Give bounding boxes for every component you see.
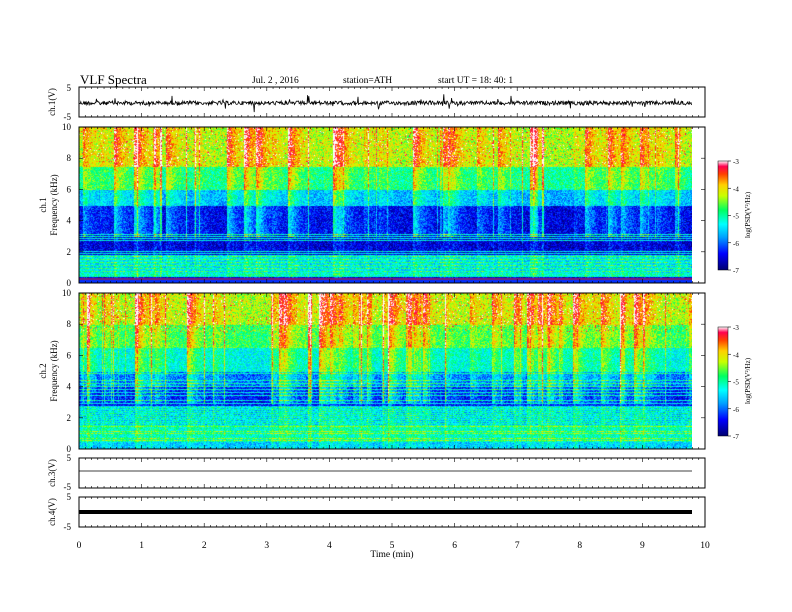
x-axis: 0 1 2 3 4 5 6 7 8 9 10 — [77, 87, 710, 551]
start-time-label: start UT = 18: 40: 1 — [438, 76, 513, 86]
ch1-colorbar — [717, 160, 729, 271]
colorbar-tick-label: -3 — [733, 324, 739, 332]
ch1-trace-line — [78, 94, 692, 113]
x-tick-label: 10 — [700, 541, 710, 551]
station-label: station=ATH — [343, 76, 392, 86]
ch1-colorbar-label: log(PSD(V²/Hz) — [744, 191, 752, 238]
colorbar-tick-label: -5 — [733, 379, 739, 387]
ch1-ylabel: ch.1(V) — [47, 88, 57, 116]
ch1-spectrogram-ylabel: Frequency (kHz) — [49, 174, 59, 235]
ch1-spectrogram-heatmap — [79, 127, 692, 283]
ch4-ylabel: ch.4(V) — [47, 498, 57, 526]
x-tick-label: 0 — [77, 541, 82, 551]
ch2-spectrogram-channel-label: ch.2 — [38, 363, 48, 378]
ch1-ytick-top: 5 — [67, 83, 72, 93]
date-label: Jul. 2 , 2016 — [252, 76, 299, 86]
ch2-colorbar — [717, 326, 729, 437]
ch4-ytick-bottom: -5 — [64, 522, 72, 532]
y-tick-label: 8 — [67, 319, 72, 329]
x-tick-label: 9 — [640, 541, 645, 551]
colorbar-tick-label: -7 — [733, 267, 739, 275]
ch1-panel: 5 -5 ch.1(V) — [47, 83, 706, 122]
y-tick-label: 10 — [62, 288, 72, 298]
colorbar-tick-label: -7 — [733, 433, 739, 441]
colorbar-tick-label: -3 — [733, 158, 739, 166]
y-tick-label: 2 — [67, 247, 72, 257]
ch1-spectrogram-channel-label: ch.1 — [38, 197, 48, 212]
x-tick-label: 5 — [390, 541, 395, 551]
x-tick-label: 3 — [264, 541, 269, 551]
ch4-ytick-top: 5 — [67, 492, 72, 502]
y-tick-label: 2 — [67, 413, 72, 423]
ch1-ytick-bottom: -5 — [64, 112, 72, 122]
x-tick-label: 2 — [202, 541, 207, 551]
ch2-spectrogram-heatmap — [79, 293, 692, 449]
colorbar-tick-label: -4 — [733, 185, 739, 193]
y-tick-label: 0 — [67, 278, 72, 288]
x-tick-label: 7 — [515, 541, 520, 551]
y-tick-label: 4 — [67, 216, 72, 226]
colorbar-tick-label: -5 — [733, 213, 739, 221]
y-tick-label: 10 — [62, 122, 72, 132]
y-tick-label: 6 — [67, 350, 72, 360]
ch1-plot-frame — [78, 86, 706, 118]
chart-title: VLF Spectra — [80, 72, 147, 87]
ch2-colorbar-label: log(PSD(V²/Hz) — [744, 357, 752, 404]
ch3-ylabel: ch.3(V) — [47, 459, 57, 487]
ch3-ytick-bottom: -5 — [64, 482, 72, 492]
y-tick-label: 6 — [67, 184, 72, 194]
colorbar-tick-label: -6 — [733, 406, 739, 414]
x-tick-label: 8 — [577, 541, 582, 551]
ch3-plot-frame — [78, 457, 706, 489]
x-tick-label: 4 — [327, 541, 332, 551]
ch3-ytick-top: 5 — [67, 453, 72, 463]
x-axis-label: Time (min) — [370, 549, 413, 560]
x-tick-label: 6 — [452, 541, 457, 551]
y-tick-label: 8 — [67, 153, 72, 163]
colorbar-tick-label: -6 — [733, 240, 739, 248]
y-tick-label: 0 — [67, 444, 72, 454]
x-tick-label: 1 — [139, 541, 144, 551]
colorbar-tick-label: -4 — [733, 351, 739, 359]
ch2-spectrogram-ylabel: Frequency (kHz) — [49, 340, 59, 401]
y-tick-label: 4 — [67, 382, 72, 392]
ch3-panel: 5 -5 ch.3(V) — [47, 453, 706, 492]
ch4-panel: 5 -5 ch.4(V) — [47, 492, 706, 532]
